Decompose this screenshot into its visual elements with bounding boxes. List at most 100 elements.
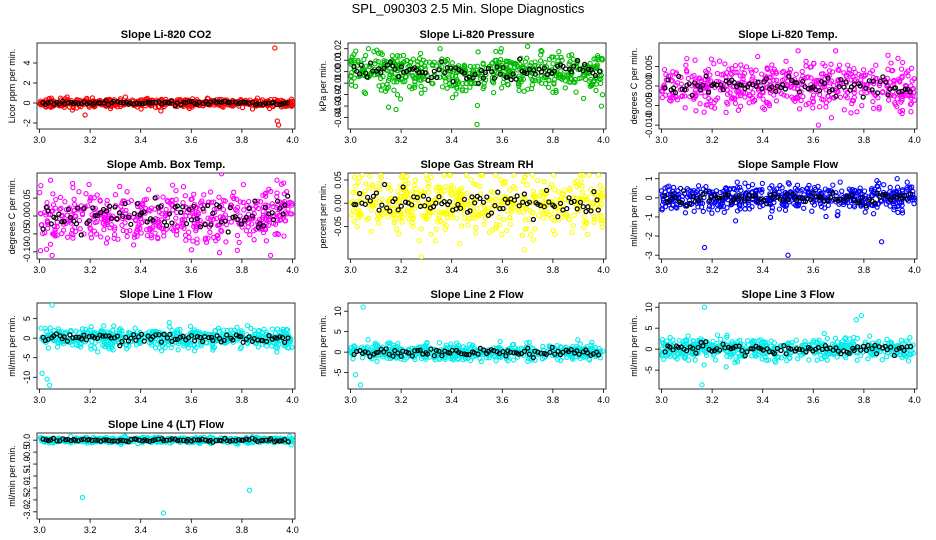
highlight-point [264,338,270,345]
data-point [123,228,130,235]
data-point [701,109,707,115]
data-point [120,227,126,234]
data-point [562,197,568,203]
highlight-point [434,74,440,81]
highlight-point [475,80,481,86]
data-point [503,227,510,234]
highlight-point [689,92,695,98]
highlight-point [517,56,523,62]
data-point [257,199,264,205]
data-point [566,52,572,59]
highlight-point [269,210,275,216]
data-point [442,211,448,217]
data-point [858,90,864,96]
data-point [189,329,195,336]
data-point [555,217,562,223]
data-point [540,215,547,221]
y-tick-label: -3 [644,251,654,259]
data-point [737,73,743,79]
data-point [62,199,68,205]
data-point [148,235,155,241]
data-point [108,102,114,108]
highlight-point [662,193,668,199]
highlight-point [843,194,850,200]
data-point [674,205,680,211]
data-point [111,232,118,238]
highlight-point [169,220,175,226]
data-point [273,341,279,348]
y-axis-label: degrees C per min. [7,178,17,255]
highlight-point [56,211,62,217]
data-point [904,179,910,185]
highlight-point [757,196,764,203]
data-point [458,200,464,207]
highlight-point [429,74,435,81]
data-point [700,208,706,215]
data-point [418,60,424,67]
highlight-point [662,85,668,91]
data-point [908,109,914,115]
highlight-point [541,204,547,210]
data-point [837,94,844,100]
data-point [256,327,262,334]
highlight-point [119,338,125,345]
highlight-point [784,191,790,197]
data-point [759,180,766,187]
data-point [412,177,419,184]
data-point [348,345,354,351]
data-point [508,63,514,69]
data-point [682,93,688,99]
data-point [76,189,82,195]
highlight-point [859,194,866,200]
data-point [354,223,360,230]
highlight-point [780,197,786,203]
data-point [475,49,481,55]
data-point [894,176,900,182]
data-point [261,326,267,332]
data-point [197,221,203,228]
data-point [897,108,903,115]
data-point [663,92,669,98]
data-point [372,342,379,348]
data-point [586,357,593,363]
data-point [659,87,665,94]
highlight-point [122,200,128,207]
data-point [117,183,123,190]
highlight-point [252,198,258,204]
highlight-point [887,197,894,203]
highlight-point [680,188,687,194]
highlight-point [169,98,175,104]
highlight-point [568,199,574,205]
data-point [447,212,454,218]
data-point [662,185,668,191]
outlier-point [524,43,531,50]
highlight-point [270,217,277,223]
highlight-point [367,198,373,204]
highlight-point [103,98,109,104]
data-point [518,345,524,351]
highlight-point [103,208,110,214]
x-tick-label: 4.0 [908,265,921,275]
x-tick-label: 3.8 [858,265,871,275]
data-point [244,322,251,329]
data-point [131,234,138,240]
highlight-point [792,80,798,86]
plot-frame [347,172,607,260]
highlight-point [221,337,227,343]
data-point [528,60,534,66]
data-point [63,329,69,335]
data-point [757,204,763,210]
data-point [659,188,665,194]
data-point [732,62,739,69]
data-point [478,358,484,365]
data-point [234,196,240,202]
data-point [800,93,806,100]
highlight-point [676,73,682,80]
data-point [481,205,488,211]
highlight-point [488,210,495,216]
data-point [88,324,94,330]
y-tick-label: -0.02 [333,84,343,105]
data-point [231,189,237,195]
y-tick-label: -2 [644,232,654,240]
